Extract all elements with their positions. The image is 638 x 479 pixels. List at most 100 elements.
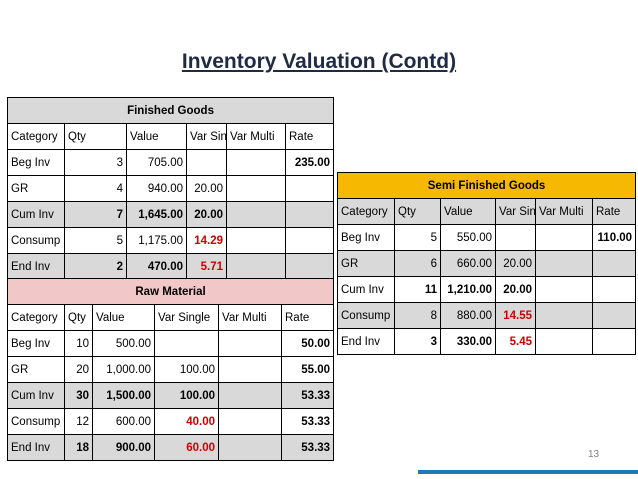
cell bbox=[535, 328, 593, 355]
cell: 53.33 bbox=[280, 408, 335, 435]
table-row: Beg Inv 3 705.00 235.00 bbox=[7, 149, 335, 176]
cell: 6 bbox=[394, 250, 441, 277]
column-header: Var Sing bbox=[495, 198, 536, 225]
table-heading: Raw Material bbox=[6, 278, 335, 305]
cell: GR bbox=[337, 250, 395, 277]
cell bbox=[591, 276, 637, 303]
cell bbox=[226, 227, 286, 254]
cell bbox=[226, 253, 286, 280]
cell: 2 bbox=[64, 253, 127, 280]
cell: 4 bbox=[64, 175, 127, 202]
cell: 1,500.00 bbox=[92, 382, 155, 409]
table-row: GR 20 1,000.00 100.00 55.00 bbox=[7, 356, 335, 383]
table-row: Cum Inv 7 1,645.00 20.00 bbox=[7, 201, 335, 228]
cell bbox=[226, 175, 286, 202]
cell: 30 bbox=[64, 382, 93, 409]
cell bbox=[535, 250, 593, 277]
cell: 705.00 bbox=[126, 149, 187, 176]
column-header: Var Single bbox=[154, 304, 219, 331]
table-row: Consump 8 880.00 14.55 bbox=[337, 302, 637, 329]
cell: GR bbox=[7, 175, 65, 202]
cell bbox=[535, 302, 593, 329]
header-row: Category Qty Value Var Single Var Multi … bbox=[7, 304, 335, 331]
table-row: End Inv 3 330.00 5.45 bbox=[337, 328, 637, 355]
header-row: Category Qty Value Var Sing Var Multi Ra… bbox=[337, 198, 637, 225]
cell: 20.00 bbox=[495, 250, 536, 277]
table-row: Cum Inv 11 1,210.00 20.00 bbox=[337, 276, 637, 303]
cell: 470.00 bbox=[126, 253, 187, 280]
semi-finished-goods-table: Semi Finished Goods Category Qty Value V… bbox=[336, 172, 637, 355]
table-row: Beg Inv 10 500.00 50.00 bbox=[7, 330, 335, 357]
cell: 53.33 bbox=[280, 382, 335, 409]
cell: 11 bbox=[394, 276, 441, 303]
cell: 20.00 bbox=[186, 201, 227, 228]
cell: 14.55 bbox=[495, 302, 536, 329]
cell bbox=[535, 224, 593, 251]
cell bbox=[284, 201, 335, 228]
cell bbox=[218, 382, 282, 409]
column-header: Var Multi bbox=[535, 198, 593, 225]
cell: 880.00 bbox=[440, 302, 496, 329]
table-row: End Inv 18 900.00 60.00 53.33 bbox=[7, 434, 335, 461]
column-header: Value bbox=[126, 123, 187, 150]
table-row: Consump 12 600.00 40.00 53.33 bbox=[7, 408, 335, 435]
table-heading: Finished Goods bbox=[6, 97, 335, 124]
cell: 40.00 bbox=[154, 408, 219, 435]
cell: 20.00 bbox=[186, 175, 227, 202]
cell bbox=[154, 330, 219, 357]
cell: 50.00 bbox=[280, 330, 335, 357]
column-header: Var Multi bbox=[218, 304, 282, 331]
cell: 10 bbox=[64, 330, 93, 357]
cell: Consump bbox=[337, 302, 395, 329]
cell: 55.00 bbox=[280, 356, 335, 383]
cell bbox=[284, 227, 335, 254]
cell bbox=[218, 434, 282, 461]
cell bbox=[226, 149, 286, 176]
table-heading: Semi Finished Goods bbox=[336, 172, 637, 199]
cell bbox=[186, 149, 227, 176]
cell: Consump bbox=[7, 227, 65, 254]
cell: Beg Inv bbox=[7, 330, 65, 357]
column-header: Value bbox=[440, 198, 496, 225]
column-header: Qty bbox=[64, 123, 127, 150]
cell: 1,210.00 bbox=[440, 276, 496, 303]
cell bbox=[218, 356, 282, 383]
cell: 1,175.00 bbox=[126, 227, 187, 254]
cell: Beg Inv bbox=[7, 149, 65, 176]
cell: 60.00 bbox=[154, 434, 219, 461]
column-header: Value bbox=[92, 304, 155, 331]
cell: Cum Inv bbox=[7, 382, 65, 409]
cell: 550.00 bbox=[440, 224, 496, 251]
cell: Consump bbox=[7, 408, 65, 435]
cell: 100.00 bbox=[154, 382, 219, 409]
cell: 1,645.00 bbox=[126, 201, 187, 228]
cell: 5 bbox=[64, 227, 127, 254]
column-header: Category bbox=[337, 198, 395, 225]
header-row: Category Qty Value Var Sing Var Multi Ra… bbox=[7, 123, 335, 150]
table-row: GR 6 660.00 20.00 bbox=[337, 250, 637, 277]
column-header: Qty bbox=[394, 198, 441, 225]
cell bbox=[284, 175, 335, 202]
column-header: Category bbox=[7, 123, 65, 150]
page-title: Inventory Valuation (Contd) bbox=[181, 50, 457, 73]
cell: 18 bbox=[64, 434, 93, 461]
cell bbox=[591, 302, 637, 329]
cell: 600.00 bbox=[92, 408, 155, 435]
cell: Cum Inv bbox=[7, 201, 65, 228]
cell bbox=[218, 330, 282, 357]
cell: 5.71 bbox=[186, 253, 227, 280]
column-header: Var Multi bbox=[226, 123, 286, 150]
finished-goods-table: Finished Goods Category Qty Value Var Si… bbox=[6, 97, 335, 280]
cell: 235.00 bbox=[284, 149, 335, 176]
cell bbox=[495, 224, 536, 251]
column-header: Var Sing bbox=[186, 123, 227, 150]
table-row: Beg Inv 5 550.00 110.00 bbox=[337, 224, 637, 251]
cell: 660.00 bbox=[440, 250, 496, 277]
cell: 5 bbox=[394, 224, 441, 251]
cell: 53.33 bbox=[280, 434, 335, 461]
table-row: End Inv 2 470.00 5.71 bbox=[7, 253, 335, 280]
cell bbox=[591, 328, 637, 355]
cell: 500.00 bbox=[92, 330, 155, 357]
footer-accent-line bbox=[418, 470, 638, 474]
cell: End Inv bbox=[7, 253, 65, 280]
